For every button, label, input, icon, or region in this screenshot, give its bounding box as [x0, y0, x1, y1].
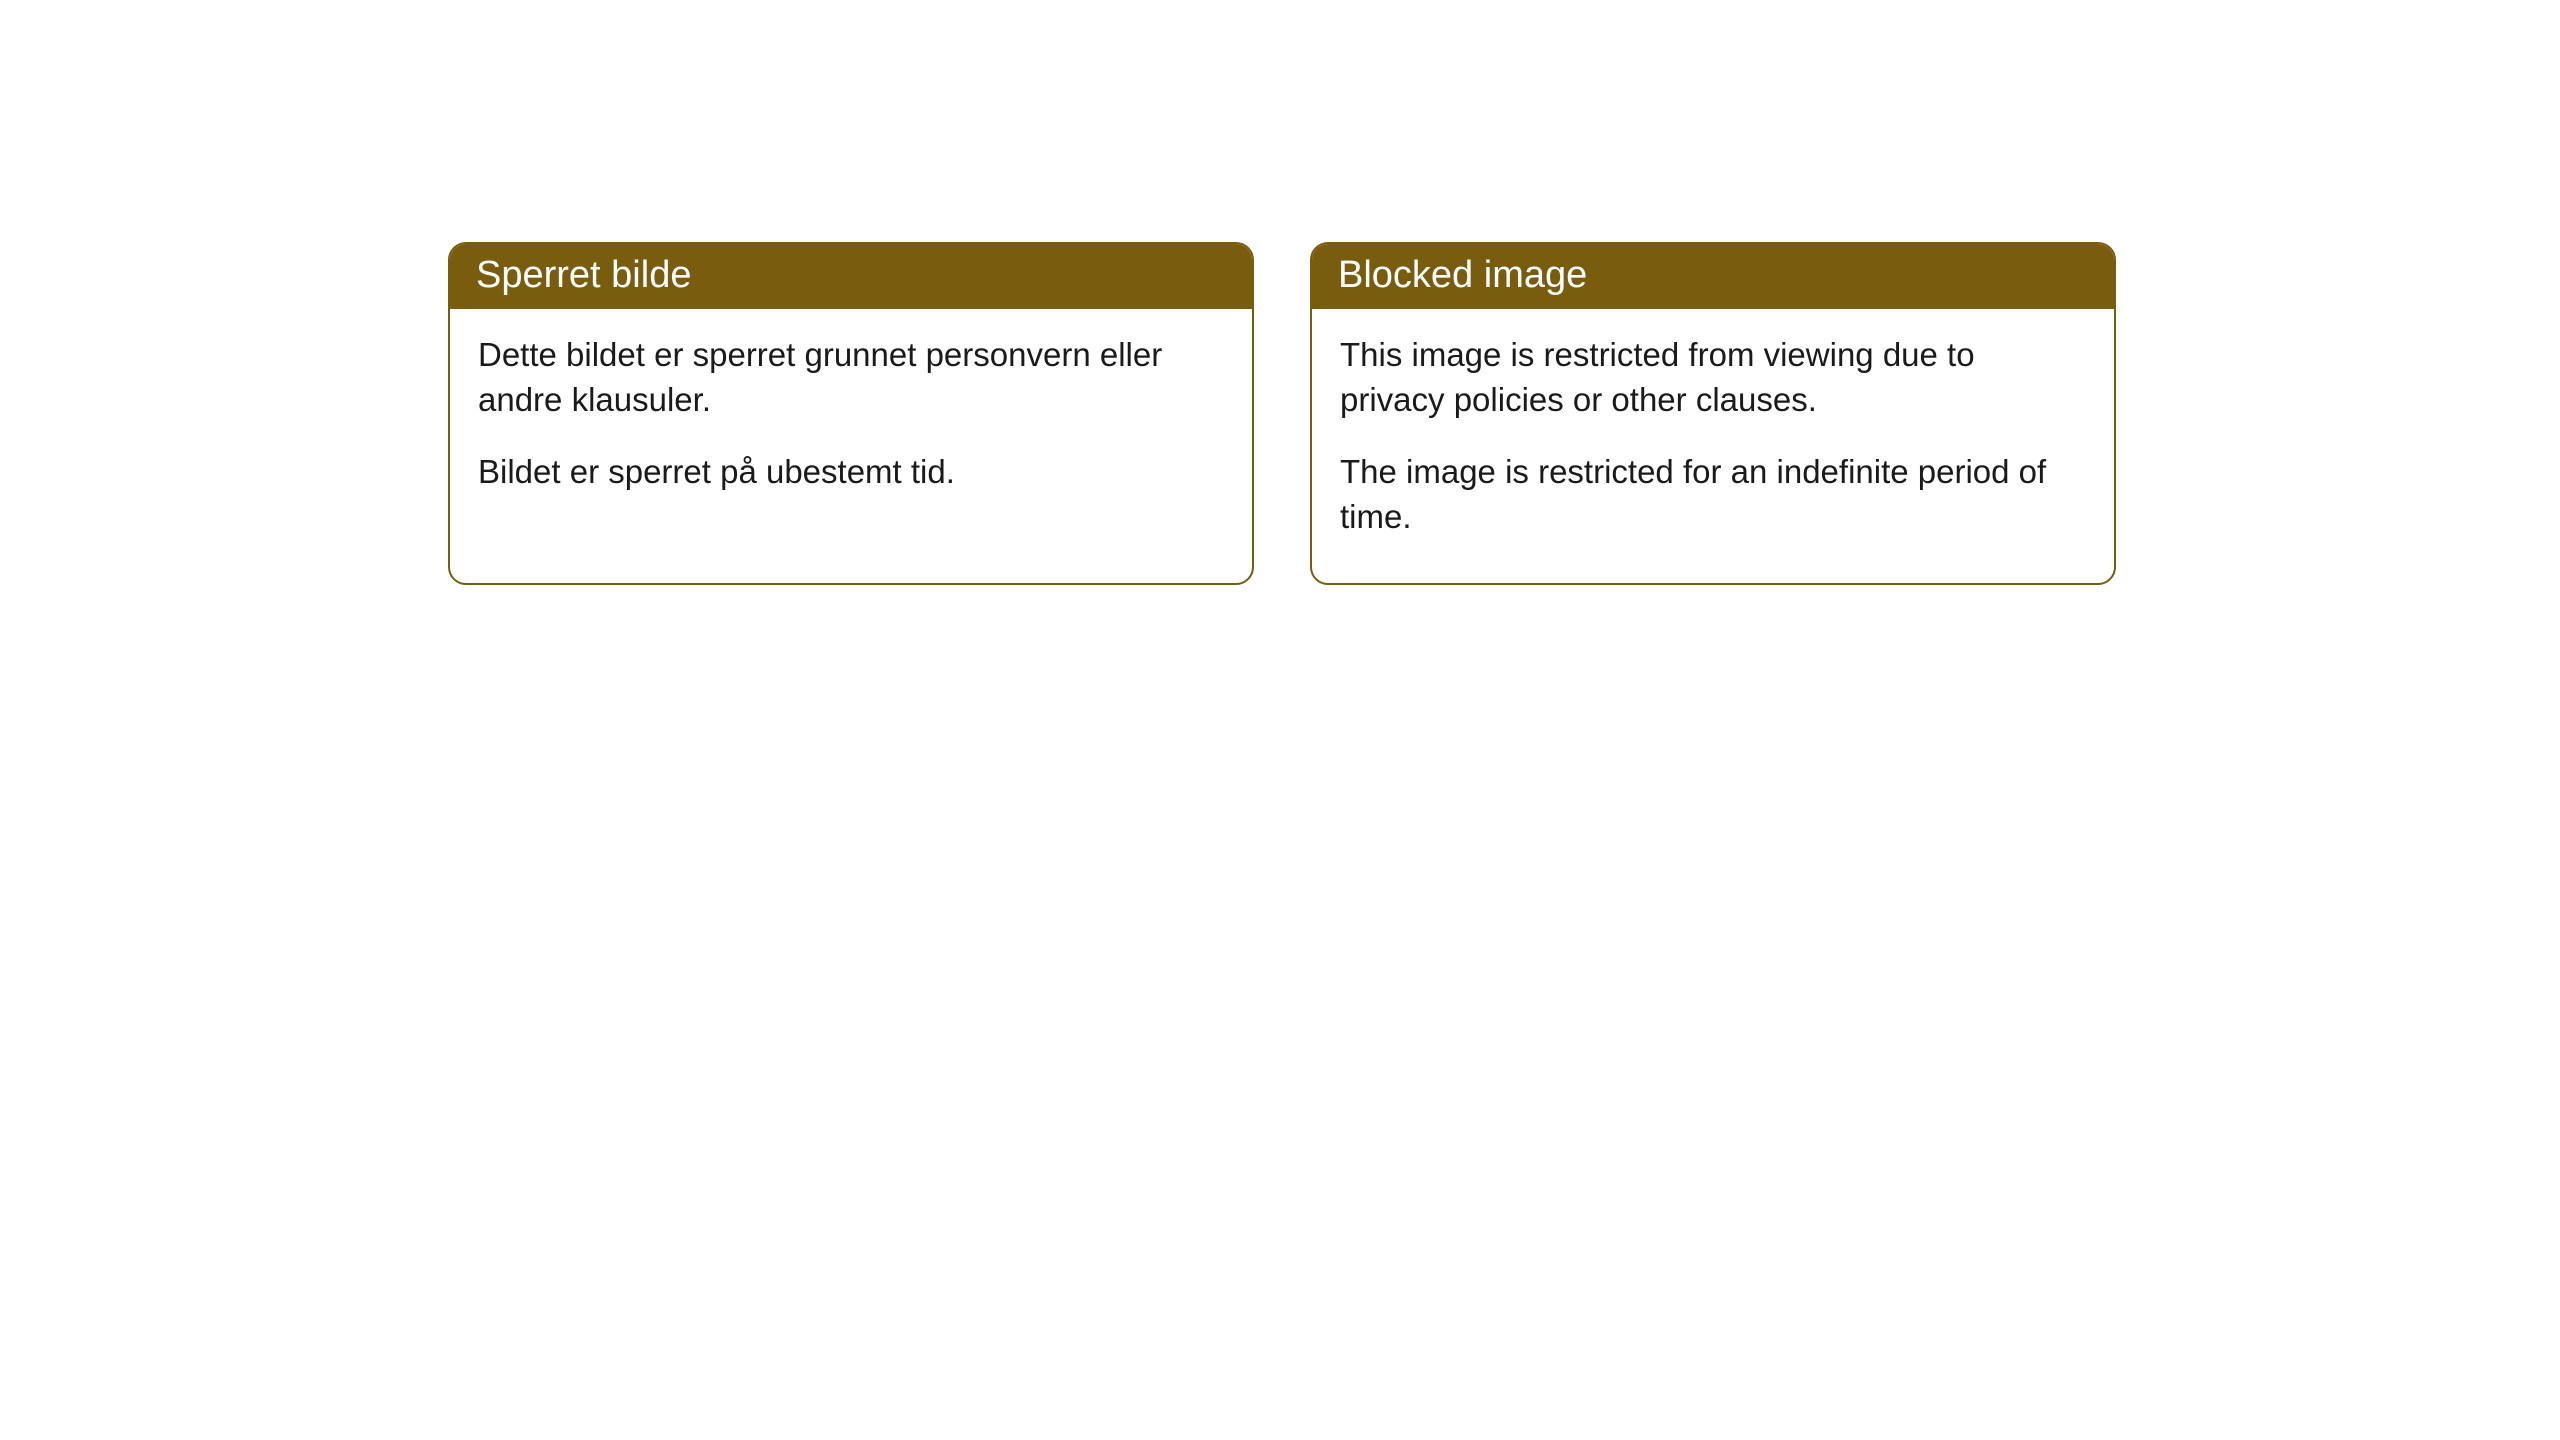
card-body: Dette bildet er sperret grunnet personve… [450, 309, 1252, 539]
card-header: Blocked image [1312, 244, 2114, 309]
blocked-image-card-english: Blocked image This image is restricted f… [1310, 242, 2116, 585]
card-paragraph-1: Dette bildet er sperret grunnet personve… [478, 333, 1224, 422]
card-body: This image is restricted from viewing du… [1312, 309, 2114, 583]
card-header: Sperret bilde [450, 244, 1252, 309]
card-paragraph-1: This image is restricted from viewing du… [1340, 333, 2086, 422]
card-paragraph-2: Bildet er sperret på ubestemt tid. [478, 450, 1224, 495]
cards-container: Sperret bilde Dette bildet er sperret gr… [448, 242, 2116, 585]
blocked-image-card-norwegian: Sperret bilde Dette bildet er sperret gr… [448, 242, 1254, 585]
card-paragraph-2: The image is restricted for an indefinit… [1340, 450, 2086, 539]
